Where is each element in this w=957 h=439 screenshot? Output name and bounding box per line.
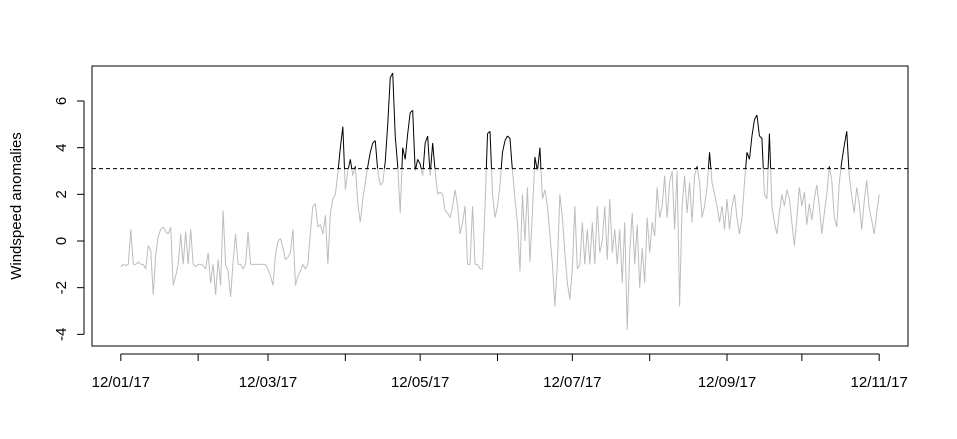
plot-area-frame	[91, 65, 909, 347]
series-layer	[120, 72, 880, 330]
x-tick-label: 12/09/17	[698, 374, 756, 391]
y-tick-label: -4	[53, 328, 70, 341]
x-tick-label: 12/03/17	[239, 374, 297, 391]
x-tick-label: 12/07/17	[543, 374, 601, 391]
y-axis: -4 -2 0 2 4 6	[53, 97, 85, 341]
y-tick-label: -2	[53, 281, 70, 294]
x-axis: 12/01/17 12/03/17 12/05/17 12/07/17 12/09/17…	[92, 353, 908, 391]
x-tick-label: 12/05/17	[391, 374, 449, 391]
series-line-below-threshold	[120, 168, 880, 330]
y-tick-label: 2	[53, 190, 70, 198]
y-tick-label: 0	[53, 237, 70, 245]
y-tick-label: 6	[53, 97, 70, 105]
y-axis-title: Windspeed anomalies	[8, 132, 25, 280]
x-tick-label: 12/01/17	[92, 374, 150, 391]
x-tick-label: 12/11/17	[851, 374, 908, 391]
series-line-above-threshold	[337, 72, 850, 169]
y-tick-label: 4	[53, 143, 70, 151]
